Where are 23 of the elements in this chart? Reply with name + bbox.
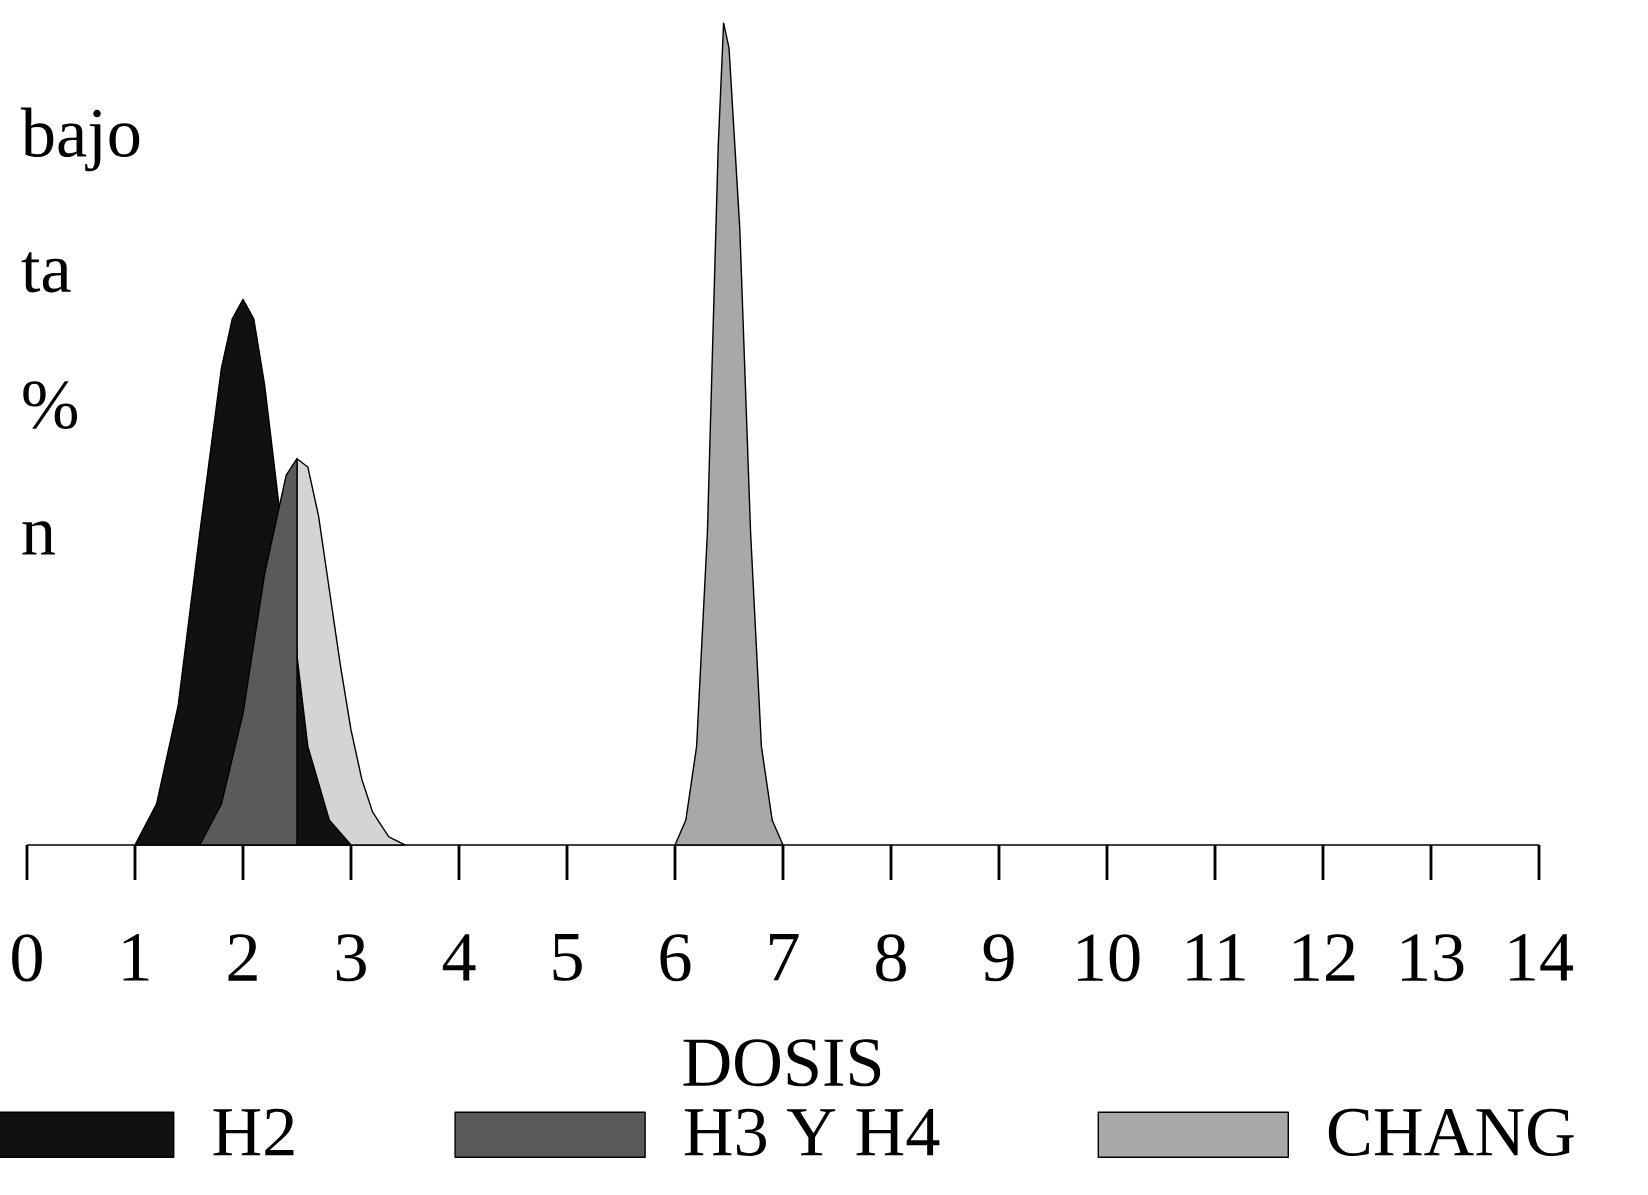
x-tick-label: 4 <box>442 934 476 981</box>
annotation: % <box>23 381 78 429</box>
legend-label: H3 Y H4 <box>684 1108 940 1156</box>
x-tick-label: 11 <box>1187 934 1245 981</box>
x-tick-label: 6 <box>660 934 691 982</box>
x-tick-label: 1 <box>123 934 149 981</box>
x-tick-label: 3 <box>336 934 366 982</box>
annotation: n <box>22 521 55 555</box>
legend-label: H2 <box>213 1108 294 1156</box>
x-tick-label: 10 <box>1078 934 1140 982</box>
annotation: ta <box>21 252 71 293</box>
x-tick-label: 0 <box>12 934 42 982</box>
annotation: bajo <box>20 107 140 172</box>
x-tick-label: 9 <box>983 934 1014 982</box>
x-tick-label: 14 <box>1510 934 1574 981</box>
x-tick-label: 8 <box>876 934 906 982</box>
legend-label: CHANG <box>1328 1108 1574 1156</box>
x-axis-title: DOSIS <box>683 1039 881 1087</box>
x-tick-label: 2 <box>228 934 257 981</box>
x-tick-label: 5 <box>553 934 582 981</box>
x-tick-label: 7 <box>770 934 799 981</box>
x-tick-label: 13 <box>1402 934 1464 982</box>
x-tick-label: 12 <box>1294 934 1355 981</box>
